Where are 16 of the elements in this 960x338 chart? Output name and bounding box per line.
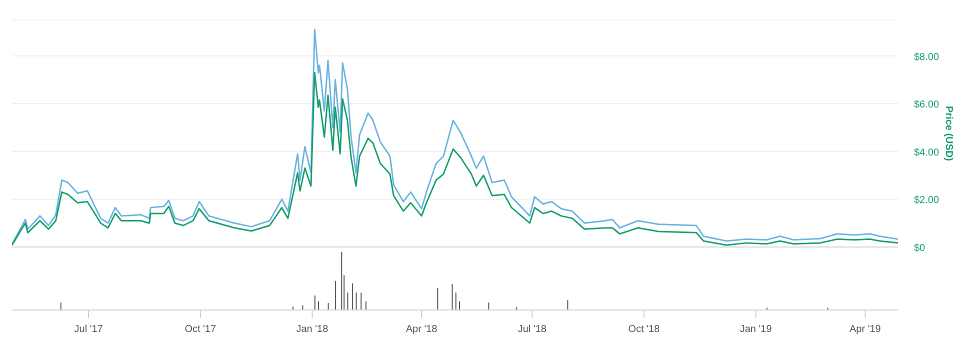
y-tick-label: $8.00 [914,52,940,63]
x-tick-label: Jan '19 [740,324,772,335]
line-series [12,72,898,246]
x-tick-label: Oct '18 [628,324,660,335]
x-tick-label: Jul '17 [74,324,104,335]
x-tick-label: Apr '18 [406,324,438,335]
line-series [12,28,898,245]
x-tick-label: Oct '17 [184,324,216,335]
y-tick-label: $4.00 [914,147,940,158]
x-tick-label: Jul '18 [518,324,547,335]
x-tick-label: Jan '18 [296,324,329,335]
y-tick-label: $6.00 [914,100,940,111]
y-axis-title: Price (USD) [943,106,954,162]
y-tick-label: $2.00 [914,195,940,206]
y-tick-label: $0 [914,243,926,254]
x-tick-label: Apr '19 [850,324,882,335]
